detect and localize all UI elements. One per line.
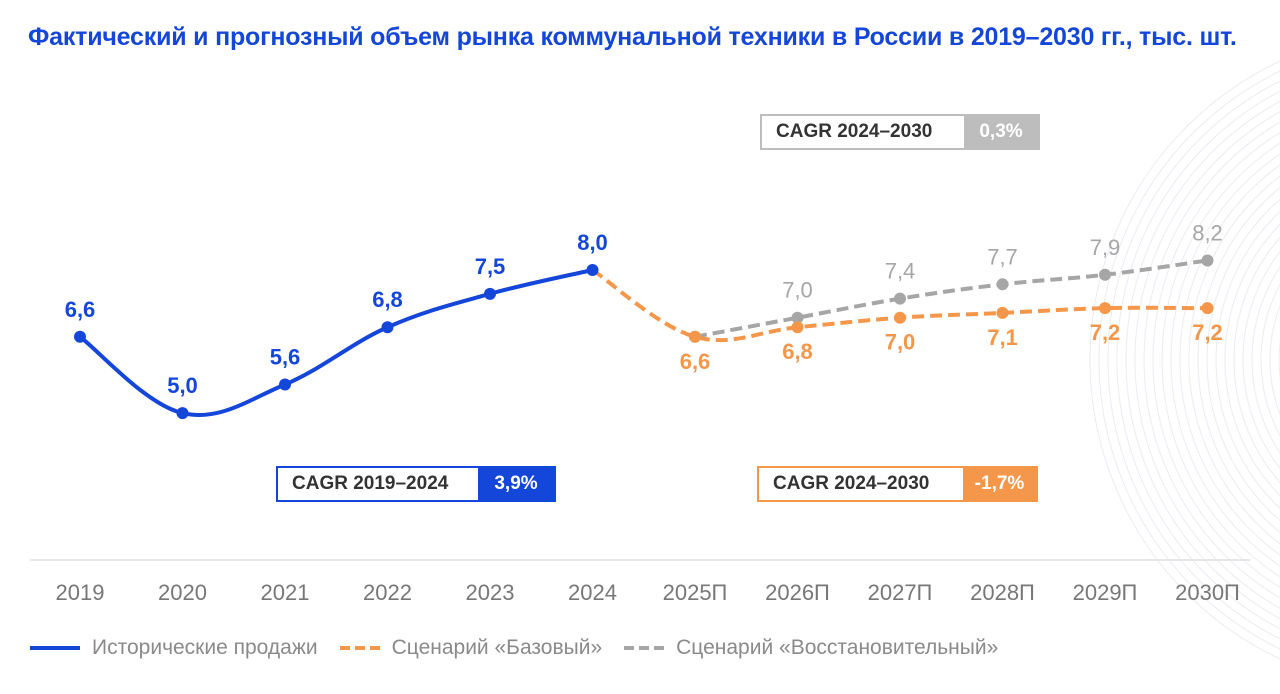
legend-swatch-dashed <box>339 646 380 650</box>
legend-label: Сценарий «Базовый» <box>391 636 603 659</box>
data-label-recovery: 8,2 <box>1192 220 1223 245</box>
data-point-base <box>791 321 804 334</box>
x-tick-label: 2030П <box>1175 580 1240 605</box>
deco-arc <box>1197 187 1280 533</box>
cagr-label: CAGR 2024–2030 <box>759 468 963 500</box>
x-tick-label: 2025П <box>663 580 728 605</box>
data-point-base <box>894 311 906 324</box>
x-tick-label: 2022 <box>363 580 412 605</box>
x-tick-label: 2026П <box>765 580 830 605</box>
data-label-historical: 6,8 <box>372 287 403 312</box>
legend-swatch-dashed <box>624 646 665 650</box>
cagr-value: 0,3% <box>964 116 1038 148</box>
deco-arc <box>1125 101 1280 619</box>
deco-arc <box>1161 142 1280 578</box>
data-label-base: 7,1 <box>987 325 1018 350</box>
data-point-historical <box>74 330 86 343</box>
deco-arc <box>1170 153 1280 567</box>
data-label-historical: 8,0 <box>577 230 608 255</box>
legend-label: Сценарий «Восстановительный» <box>676 636 999 659</box>
data-label-base: 6,8 <box>782 339 813 364</box>
series-line-historical <box>78 268 593 417</box>
data-label-recovery: 7,0 <box>782 278 813 303</box>
data-point-recovery <box>1201 254 1214 267</box>
data-label-historical: 6,6 <box>65 297 96 322</box>
data-point-recovery <box>791 311 804 324</box>
x-tick-label: 2019 <box>56 580 105 605</box>
x-tick-label: 2020 <box>158 580 207 605</box>
series-line-recovery <box>694 258 1208 339</box>
cagr-box-base: CAGR 2024–2030 -1,7% <box>757 466 1038 502</box>
deco-arc <box>1224 223 1280 497</box>
deco-arc <box>1206 198 1280 522</box>
data-label-historical: 5,6 <box>270 344 301 369</box>
cagr-label: CAGR 2024–2030 <box>762 116 964 148</box>
x-tick-label: 2023 <box>466 580 515 605</box>
deco-arc <box>1233 236 1280 484</box>
legend-label: Исторические продажи <box>92 636 318 659</box>
deco-arc <box>1269 304 1280 416</box>
legend-swatch-solid <box>30 646 80 650</box>
cagr-value: -1,7% <box>963 468 1036 500</box>
deco-arc <box>1089 60 1280 660</box>
deco-arc <box>1107 80 1280 640</box>
data-point-historical <box>279 378 291 391</box>
deco-arc <box>1242 250 1280 470</box>
data-point-base <box>1099 302 1111 315</box>
data-label-base: 7,0 <box>885 330 916 355</box>
data-label-base: 7,2 <box>1090 320 1121 345</box>
legend-item-recovery: Сценарий «Восстановительный» <box>624 636 998 660</box>
deco-arc <box>1098 70 1280 650</box>
deco-arc <box>1188 175 1280 545</box>
deco-arc <box>1215 210 1280 510</box>
x-tick-label: 2024 <box>568 580 617 605</box>
chart-title: Фактический и прогнозный объем рынка ком… <box>28 23 1237 51</box>
data-point-base <box>689 330 701 343</box>
data-point-historical <box>381 321 394 334</box>
x-tick-label: 2021 <box>261 580 310 605</box>
deco-arc <box>1251 266 1280 454</box>
data-point-historical <box>176 407 189 420</box>
x-tick-label: 2029П <box>1073 580 1138 605</box>
deco-arc <box>1278 339 1280 381</box>
data-label-recovery: 7,7 <box>987 244 1018 269</box>
deco-arc <box>1260 283 1280 437</box>
data-label-recovery: 7,4 <box>885 259 916 284</box>
data-point-recovery <box>894 292 906 305</box>
cagr-box-historical: CAGR 2019–2024 3,9% <box>276 466 556 502</box>
x-tick-label: 2027П <box>868 580 933 605</box>
deco-arc <box>1143 121 1280 599</box>
data-point-base <box>1201 302 1214 315</box>
data-point-historical <box>586 264 599 276</box>
deco-arc <box>1116 90 1280 630</box>
data-label-base: 7,2 <box>1192 320 1223 345</box>
data-point-base <box>996 306 1009 319</box>
legend-item-historical: Исторические продажи <box>30 636 318 660</box>
data-label-recovery: 7,9 <box>1090 235 1121 260</box>
x-tick-label: 2028П <box>970 580 1035 605</box>
data-label-historical: 5,0 <box>167 373 198 398</box>
data-label-base: 6,6 <box>680 349 711 374</box>
deco-arc <box>1152 132 1280 588</box>
cagr-label: CAGR 2019–2024 <box>278 468 478 500</box>
data-point-recovery <box>996 278 1009 291</box>
legend-item-base: Сценарий «Базовый» <box>339 636 603 660</box>
data-point-recovery <box>1099 268 1111 281</box>
cagr-value: 3,9% <box>478 468 554 500</box>
data-point-historical <box>484 287 496 300</box>
cagr-box-recovery: CAGR 2024–2030 0,3% <box>760 114 1040 150</box>
deco-arc <box>1179 164 1280 556</box>
chart-legend: Исторические продажи Сценарий «Базовый» … <box>30 636 1020 660</box>
deco-arc <box>1134 111 1280 609</box>
data-label-historical: 7,5 <box>475 254 506 279</box>
